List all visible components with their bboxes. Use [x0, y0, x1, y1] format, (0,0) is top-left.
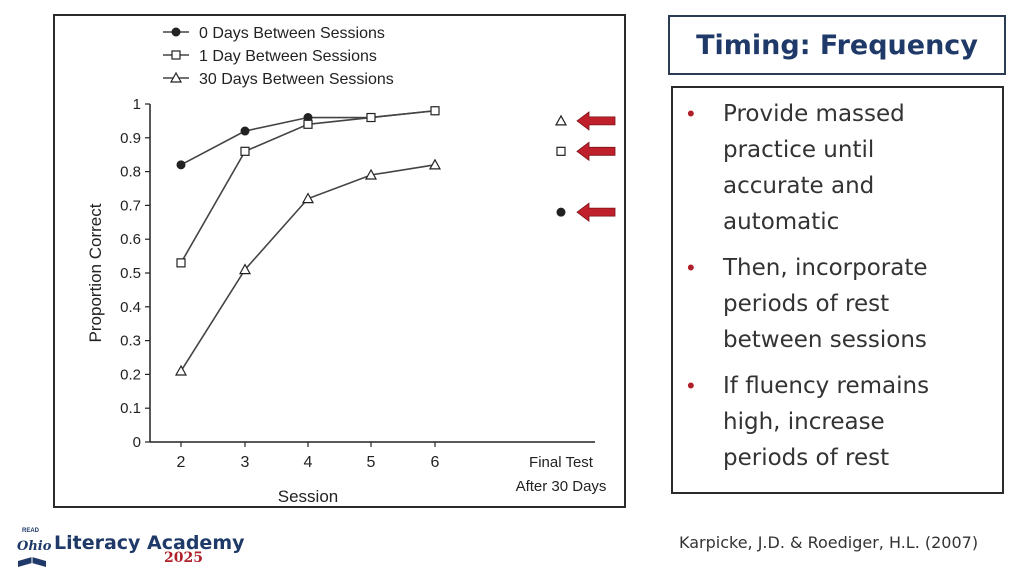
y-tick-label: 0.2 [120, 366, 141, 383]
citation: Karpicke, J.D. & Roediger, H.L. (2007) [679, 533, 979, 552]
title-box: Timing: Frequency [668, 15, 1006, 75]
literacy-academy-logo: READ Ohio Literacy Academy 2025 [14, 527, 245, 571]
y-tick-label: 0.3 [120, 333, 141, 350]
bullet-dot-icon: • [687, 373, 695, 398]
data-point [430, 106, 440, 116]
y-tick-label: 1 [133, 96, 141, 113]
y-tick-label: 0.8 [120, 164, 141, 181]
bullet-text: Then, incorporate periods of rest betwee… [723, 255, 928, 353]
y-tick-label: 0.9 [120, 130, 141, 147]
x-axis-title: Session [278, 487, 338, 506]
y-tick-label: 0.1 [120, 400, 141, 417]
data-point [240, 146, 250, 156]
data-point [176, 160, 186, 170]
book-icon [18, 557, 46, 567]
bullet-text: Provide massed practice until accurate a… [723, 101, 905, 235]
y-tick-label: 0.5 [120, 265, 141, 282]
logo-year: 2025 [164, 550, 203, 566]
slide-title: Timing: Frequency [696, 29, 978, 61]
final-test-label: After 30 Days [516, 478, 607, 495]
x-tick-label: 6 [431, 454, 440, 471]
y-tick-label: 0 [133, 434, 141, 451]
data-point [364, 168, 378, 180]
data-point [303, 119, 313, 129]
final-test-point [554, 114, 568, 126]
x-tick-label: 4 [304, 454, 313, 471]
legend-marker [169, 71, 183, 83]
x-tick-label: 2 [177, 454, 186, 471]
data-point [174, 364, 188, 376]
y-axis-title: Proportion Correct [86, 203, 105, 342]
logo-read-text: READ [22, 528, 40, 534]
x-tick-label: 5 [367, 454, 376, 471]
bullet-item: • Provide massed practice until accurate… [687, 96, 992, 240]
y-tick-label: 0.6 [120, 231, 141, 248]
red-arrow-icon [576, 141, 616, 162]
bullet-item: • If fluency remains high, increase peri… [687, 368, 992, 476]
data-point [301, 192, 315, 204]
bullet-item: • Then, incorporate periods of rest betw… [687, 250, 992, 358]
y-tick-label: 0.4 [120, 299, 141, 316]
data-point [366, 112, 376, 123]
final-test-point [556, 207, 566, 217]
legend-marker [171, 27, 181, 37]
x-tick-label: 3 [241, 454, 250, 471]
logo-name: Literacy Academy [54, 532, 245, 554]
bullet-dot-icon: • [687, 255, 695, 280]
data-point [428, 158, 442, 170]
y-tick-label: 0.7 [120, 197, 141, 214]
legend-label: 30 Days Between Sessions [199, 71, 394, 88]
chart-frame: 0 0.1 0.2 0.3 0.4 0.5 0.6 0.7 0.8 0.9 1 2 3 4 5 6 Final … [53, 14, 626, 508]
data-point [238, 263, 252, 275]
bullet-list: • Provide massed practice until accurate… [671, 86, 1004, 494]
line-chart: 0 0.1 0.2 0.3 0.4 0.5 0.6 0.7 0.8 0.9 1 2 3 4 5 6 Final … [86, 25, 616, 506]
bullet-text: If fluency remains high, increase period… [723, 373, 930, 471]
red-arrow-icon [576, 202, 616, 222]
series-line [180, 109, 436, 264]
data-point [240, 126, 250, 136]
red-arrow-icon [576, 111, 616, 131]
data-point [176, 258, 186, 268]
legend-label: 0 Days Between Sessions [199, 25, 385, 42]
final-test-point [556, 146, 566, 156]
legend-marker [171, 50, 181, 60]
final-test-label: Final Test [529, 454, 594, 471]
logo-ohio-text: Ohio [17, 539, 52, 554]
bullet-dot-icon: • [687, 101, 695, 126]
legend-label: 1 Day Between Sessions [199, 48, 377, 65]
